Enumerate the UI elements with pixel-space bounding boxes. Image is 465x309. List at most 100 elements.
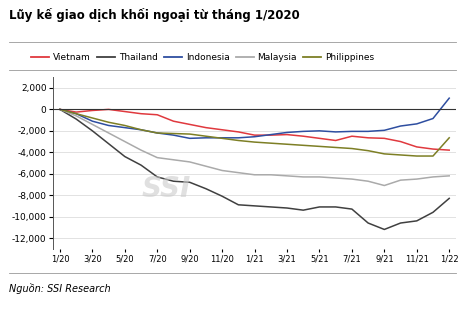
Malaysia bbox=[171, 158, 176, 162]
Vietnam bbox=[300, 134, 306, 138]
Vietnam bbox=[154, 113, 160, 116]
Indonesia bbox=[187, 137, 193, 140]
Thailand bbox=[90, 129, 95, 133]
Vietnam bbox=[219, 128, 225, 132]
Indonesia bbox=[154, 131, 160, 135]
Vietnam bbox=[122, 110, 127, 113]
Malaysia bbox=[398, 178, 403, 182]
Line: Indonesia: Indonesia bbox=[60, 98, 449, 138]
Text: Lũy kế giao dịch khối ngoại từ tháng 1/2020: Lũy kế giao dịch khối ngoại từ tháng 1/2… bbox=[9, 8, 300, 22]
Philippines bbox=[219, 137, 225, 140]
Philippines bbox=[300, 143, 306, 147]
Indonesia bbox=[430, 117, 436, 121]
Indonesia bbox=[57, 108, 63, 111]
Thailand bbox=[73, 117, 79, 121]
Philippines bbox=[57, 108, 63, 111]
Vietnam bbox=[138, 112, 144, 116]
Thailand bbox=[154, 175, 160, 179]
Line: Malaysia: Malaysia bbox=[60, 109, 449, 185]
Thailand bbox=[236, 203, 241, 207]
Vietnam bbox=[317, 137, 322, 140]
Malaysia bbox=[187, 160, 193, 164]
Malaysia bbox=[268, 173, 273, 177]
Thailand bbox=[171, 179, 176, 183]
Thailand bbox=[446, 197, 452, 200]
Thailand bbox=[187, 180, 193, 184]
Malaysia bbox=[57, 108, 63, 111]
Indonesia bbox=[106, 124, 112, 127]
Vietnam bbox=[236, 130, 241, 134]
Thailand bbox=[414, 219, 419, 223]
Text: SSI: SSI bbox=[141, 175, 191, 203]
Vietnam bbox=[268, 133, 273, 137]
Malaysia bbox=[203, 164, 209, 168]
Indonesia bbox=[317, 129, 322, 133]
Philippines bbox=[73, 112, 79, 116]
Philippines bbox=[430, 154, 436, 158]
Malaysia bbox=[106, 131, 112, 135]
Philippines bbox=[122, 124, 127, 127]
Philippines bbox=[138, 128, 144, 132]
Indonesia bbox=[333, 130, 339, 134]
Indonesia bbox=[219, 136, 225, 140]
Malaysia bbox=[284, 174, 290, 178]
Philippines bbox=[317, 145, 322, 148]
Malaysia bbox=[382, 184, 387, 187]
Malaysia bbox=[252, 173, 258, 177]
Thailand bbox=[398, 221, 403, 225]
Indonesia bbox=[446, 96, 452, 100]
Vietnam bbox=[333, 139, 339, 142]
Thailand bbox=[300, 208, 306, 212]
Philippines bbox=[268, 141, 273, 145]
Vietnam bbox=[203, 126, 209, 129]
Thailand bbox=[333, 205, 339, 209]
Thailand bbox=[57, 108, 63, 111]
Philippines bbox=[333, 146, 339, 149]
Malaysia bbox=[446, 174, 452, 178]
Thailand bbox=[284, 206, 290, 210]
Malaysia bbox=[90, 123, 95, 126]
Malaysia bbox=[317, 175, 322, 179]
Malaysia bbox=[138, 148, 144, 152]
Indonesia bbox=[349, 129, 355, 133]
Thailand bbox=[349, 207, 355, 211]
Thailand bbox=[382, 228, 387, 231]
Indonesia bbox=[171, 133, 176, 137]
Philippines bbox=[349, 147, 355, 150]
Vietnam bbox=[252, 133, 258, 137]
Vietnam bbox=[349, 134, 355, 138]
Indonesia bbox=[122, 126, 127, 129]
Thailand bbox=[122, 155, 127, 159]
Vietnam bbox=[106, 108, 112, 111]
Indonesia bbox=[382, 129, 387, 132]
Vietnam bbox=[430, 147, 436, 151]
Vietnam bbox=[73, 110, 79, 114]
Vietnam bbox=[171, 119, 176, 123]
Philippines bbox=[446, 136, 452, 140]
Vietnam bbox=[398, 140, 403, 143]
Thailand bbox=[252, 204, 258, 208]
Philippines bbox=[236, 139, 241, 142]
Line: Vietnam: Vietnam bbox=[60, 109, 449, 150]
Indonesia bbox=[365, 129, 371, 133]
Indonesia bbox=[268, 133, 273, 137]
Philippines bbox=[252, 140, 258, 144]
Malaysia bbox=[122, 140, 127, 143]
Thailand bbox=[219, 194, 225, 198]
Indonesia bbox=[300, 129, 306, 133]
Malaysia bbox=[430, 175, 436, 179]
Philippines bbox=[365, 149, 371, 153]
Vietnam bbox=[414, 145, 419, 149]
Malaysia bbox=[333, 176, 339, 180]
Text: Nguồn: SSI Research: Nguồn: SSI Research bbox=[9, 283, 111, 294]
Philippines bbox=[203, 134, 209, 138]
Philippines bbox=[382, 152, 387, 156]
Malaysia bbox=[414, 177, 419, 181]
Indonesia bbox=[203, 136, 209, 140]
Indonesia bbox=[398, 124, 403, 128]
Philippines bbox=[414, 154, 419, 158]
Thailand bbox=[138, 163, 144, 167]
Line: Thailand: Thailand bbox=[60, 109, 449, 230]
Thailand bbox=[365, 221, 371, 225]
Thailand bbox=[106, 142, 112, 146]
